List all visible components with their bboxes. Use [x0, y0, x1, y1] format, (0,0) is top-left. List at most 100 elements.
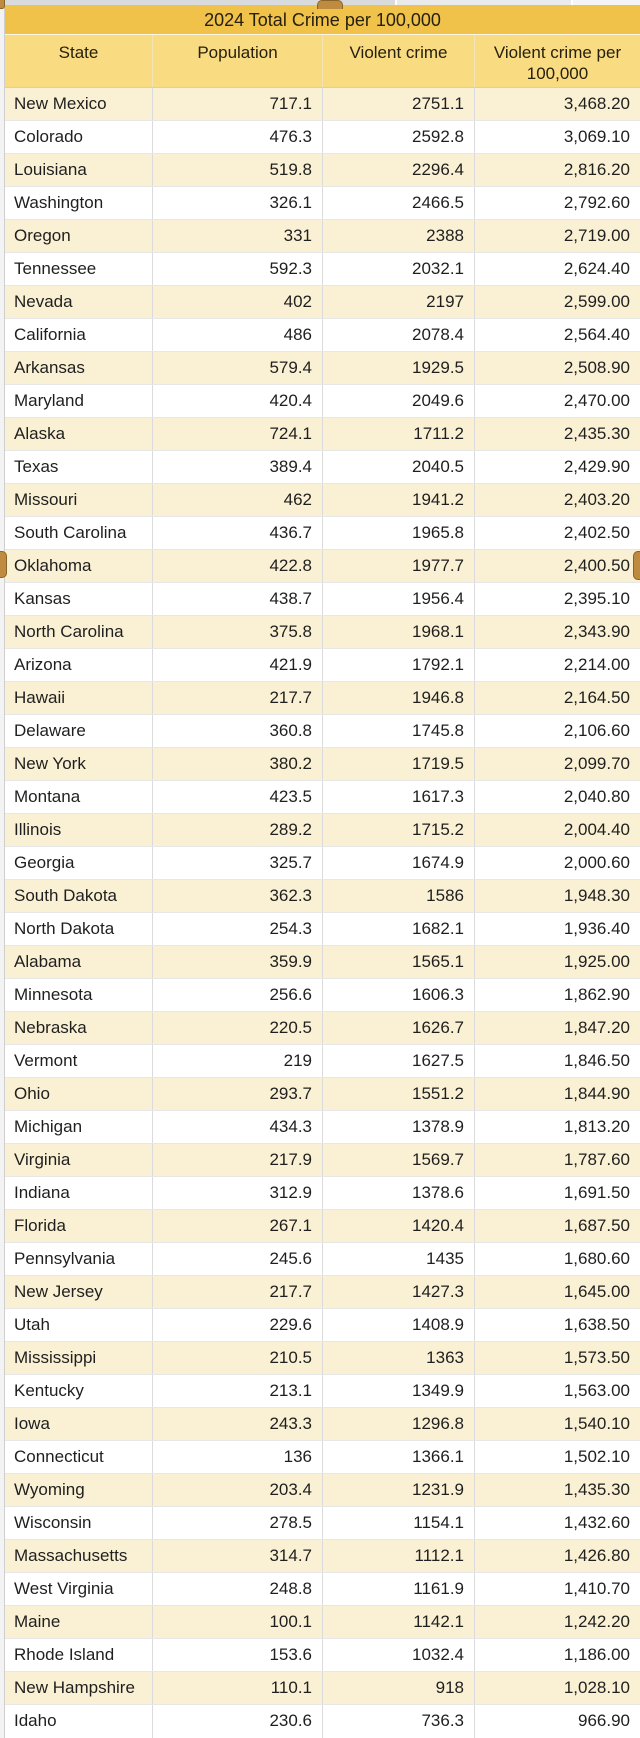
cell-violent-per-100k[interactable]: 2,164.50	[474, 682, 640, 714]
cell-population[interactable]: 230.6	[152, 1705, 322, 1738]
cell-violent-per-100k[interactable]: 1,847.20	[474, 1012, 640, 1044]
cell-state[interactable]: Missouri	[14, 490, 78, 509]
cell-violent-per-100k[interactable]: 2,719.00	[474, 220, 640, 252]
cell-population[interactable]: 267.1	[152, 1210, 322, 1242]
cell-violent-per-100k[interactable]: 1,645.00	[474, 1276, 640, 1308]
cell-violent-per-100k[interactable]: 2,624.40	[474, 253, 640, 285]
cell-violent-crime[interactable]: 1427.3	[322, 1276, 474, 1308]
cell-population[interactable]: 293.7	[152, 1078, 322, 1110]
cell-population[interactable]: 402	[152, 286, 322, 318]
cell-violent-crime[interactable]: 2388	[322, 220, 474, 252]
cell-state[interactable]: Alabama	[14, 952, 82, 971]
cell-violent-per-100k[interactable]: 1,846.50	[474, 1045, 640, 1077]
cell-state[interactable]: Nevada	[14, 292, 73, 311]
cell-population[interactable]: 248.8	[152, 1573, 322, 1605]
cell-state[interactable]: Maine	[14, 1612, 61, 1631]
cell-violent-per-100k[interactable]: 2,402.50	[474, 517, 640, 549]
cell-population[interactable]: 579.4	[152, 352, 322, 384]
cell-state[interactable]: Texas	[14, 457, 59, 476]
cell-population[interactable]: 325.7	[152, 847, 322, 879]
cell-state[interactable]: Utah	[14, 1315, 50, 1334]
cell-violent-crime[interactable]: 1154.1	[322, 1507, 474, 1539]
cell-violent-per-100k[interactable]: 1,844.90	[474, 1078, 640, 1110]
cell-violent-per-100k[interactable]: 1,502.10	[474, 1441, 640, 1473]
cell-population[interactable]: 136	[152, 1441, 322, 1473]
cell-state[interactable]: Ohio	[14, 1084, 50, 1103]
cell-violent-crime[interactable]: 1142.1	[322, 1606, 474, 1638]
cell-violent-per-100k[interactable]: 1,540.10	[474, 1408, 640, 1440]
cell-state[interactable]: Iowa	[14, 1414, 50, 1433]
cell-violent-crime[interactable]: 1956.4	[322, 583, 474, 615]
cell-violent-crime[interactable]: 1617.3	[322, 781, 474, 813]
cell-violent-per-100k[interactable]: 2,816.20	[474, 154, 640, 186]
cell-state[interactable]: Montana	[14, 787, 81, 806]
cell-state[interactable]: Kansas	[14, 589, 71, 608]
cell-violent-per-100k[interactable]: 2,395.10	[474, 583, 640, 615]
cell-state[interactable]: Georgia	[14, 853, 75, 872]
cell-state[interactable]: New Hampshire	[14, 1678, 135, 1697]
cell-violent-per-100k[interactable]: 1,432.60	[474, 1507, 640, 1539]
cell-violent-per-100k[interactable]: 3,069.10	[474, 121, 640, 153]
cell-population[interactable]: 219	[152, 1045, 322, 1077]
cell-population[interactable]: 360.8	[152, 715, 322, 747]
cell-state[interactable]: New Jersey	[14, 1282, 103, 1301]
cell-state[interactable]: Virginia	[14, 1150, 71, 1169]
cell-violent-crime[interactable]: 2197	[322, 286, 474, 318]
cell-violent-crime[interactable]: 1606.3	[322, 979, 474, 1011]
cell-violent-per-100k[interactable]: 1,186.00	[474, 1639, 640, 1671]
cell-violent-per-100k[interactable]: 2,400.50	[474, 550, 640, 582]
cell-state[interactable]: Florida	[14, 1216, 66, 1235]
cell-state[interactable]: Hawaii	[14, 688, 66, 707]
cell-violent-per-100k[interactable]: 1,242.20	[474, 1606, 640, 1638]
cell-state[interactable]: Michigan	[14, 1117, 83, 1136]
selection-handle-left-icon[interactable]	[0, 551, 7, 578]
cell-state[interactable]: Massachusetts	[14, 1546, 128, 1565]
cell-population[interactable]: 110.1	[152, 1672, 322, 1704]
cell-state[interactable]: Washington	[14, 193, 104, 212]
cell-violent-per-100k[interactable]: 2,599.00	[474, 286, 640, 318]
cell-violent-per-100k[interactable]: 1,862.90	[474, 979, 640, 1011]
cell-population[interactable]: 312.9	[152, 1177, 322, 1209]
cell-state[interactable]: Wyoming	[14, 1480, 85, 1499]
cell-violent-per-100k[interactable]: 1,028.10	[474, 1672, 640, 1704]
cell-violent-per-100k[interactable]: 1,813.20	[474, 1111, 640, 1143]
cell-violent-crime[interactable]: 1719.5	[322, 748, 474, 780]
cell-violent-crime[interactable]: 1161.9	[322, 1573, 474, 1605]
cell-violent-crime[interactable]: 1231.9	[322, 1474, 474, 1506]
cell-violent-per-100k[interactable]: 2,040.80	[474, 781, 640, 813]
cell-violent-per-100k[interactable]: 2,099.70	[474, 748, 640, 780]
cell-violent-crime[interactable]: 1032.4	[322, 1639, 474, 1671]
cell-violent-crime[interactable]: 1745.8	[322, 715, 474, 747]
cell-population[interactable]: 462	[152, 484, 322, 516]
column-header-state[interactable]: State	[58, 43, 99, 62]
cell-violent-per-100k[interactable]: 2,435.30	[474, 418, 640, 450]
cell-violent-per-100k[interactable]: 3,468.20	[474, 88, 640, 120]
cell-population[interactable]: 217.9	[152, 1144, 322, 1176]
cell-state[interactable]: Indiana	[14, 1183, 70, 1202]
cell-state[interactable]: Connecticut	[14, 1447, 104, 1466]
cell-population[interactable]: 245.6	[152, 1243, 322, 1275]
cell-population[interactable]: 717.1	[152, 88, 322, 120]
cell-violent-crime[interactable]: 1349.9	[322, 1375, 474, 1407]
cell-violent-crime[interactable]: 1682.1	[322, 913, 474, 945]
cell-violent-crime[interactable]: 1112.1	[322, 1540, 474, 1572]
cell-violent-crime[interactable]: 1420.4	[322, 1210, 474, 1242]
cell-population[interactable]: 213.1	[152, 1375, 322, 1407]
cell-state[interactable]: Pennsylvania	[14, 1249, 116, 1268]
cell-state[interactable]: Illinois	[14, 820, 62, 839]
cell-population[interactable]: 220.5	[152, 1012, 322, 1044]
cell-population[interactable]: 421.9	[152, 649, 322, 681]
cell-violent-crime[interactable]: 918	[322, 1672, 474, 1704]
cell-population[interactable]: 436.7	[152, 517, 322, 549]
cell-violent-crime[interactable]: 1711.2	[322, 418, 474, 450]
cell-violent-per-100k[interactable]: 1,687.50	[474, 1210, 640, 1242]
cell-violent-crime[interactable]: 1792.1	[322, 649, 474, 681]
cell-violent-per-100k[interactable]: 1,426.80	[474, 1540, 640, 1572]
cell-violent-crime[interactable]: 2032.1	[322, 253, 474, 285]
cell-violent-per-100k[interactable]: 2,106.60	[474, 715, 640, 747]
cell-violent-per-100k[interactable]: 1,948.30	[474, 880, 640, 912]
cell-violent-crime[interactable]: 2078.4	[322, 319, 474, 351]
cell-violent-per-100k[interactable]: 2,508.90	[474, 352, 640, 384]
cell-violent-crime[interactable]: 1965.8	[322, 517, 474, 549]
cell-violent-crime[interactable]: 1378.9	[322, 1111, 474, 1143]
